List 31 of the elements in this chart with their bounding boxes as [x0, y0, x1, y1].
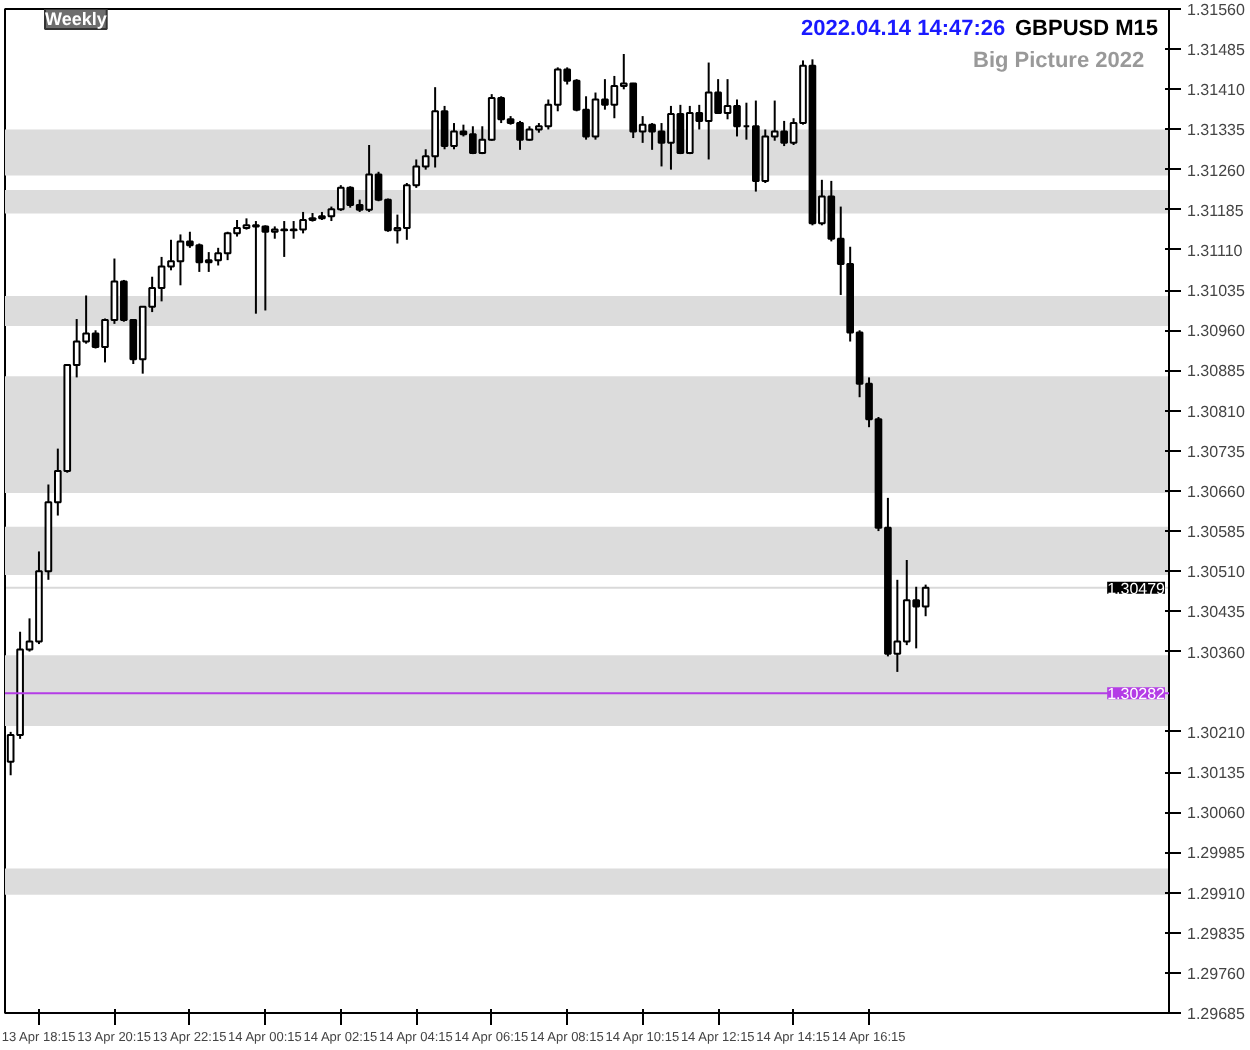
y-tick-label: 1.31110 — [1187, 241, 1244, 260]
ref-line-label: 1.30479 — [1107, 579, 1167, 598]
annotation: Big Picture 2022 — [973, 49, 1145, 73]
y-tick-label: 1.31410 — [1187, 81, 1246, 100]
y-tick-label: 1.31560 — [1187, 1, 1246, 19]
y-tick-label: 1.29835 — [1187, 924, 1246, 943]
ref-line-label: 1.30282 — [1107, 685, 1167, 704]
y-tick-label: 1.30435 — [1187, 603, 1246, 622]
y-tick-label: 1.30735 — [1187, 442, 1246, 461]
annotation: GBPUSD M15 — [1015, 17, 1159, 41]
y-tick-label: 1.30210 — [1187, 723, 1246, 742]
y-tick-label: 1.30135 — [1187, 764, 1246, 783]
y-tick-label: 1.30885 — [1187, 362, 1246, 381]
y-tick-label: 1.29760 — [1187, 964, 1246, 983]
y-tick-label: 1.30960 — [1187, 322, 1246, 341]
y-tick-label: 1.29685 — [1187, 1005, 1246, 1023]
y-tick-label: 1.30360 — [1187, 643, 1246, 662]
y-tick-label: 1.30060 — [1187, 804, 1246, 823]
y-tick-label: 1.31485 — [1187, 41, 1246, 60]
annotation: 2022.04.14 14:47:26 — [801, 17, 1006, 41]
y-tick-label: 1.30660 — [1187, 482, 1246, 501]
y-tick-label: 1.30510 — [1187, 563, 1246, 582]
y-tick-label: 1.31035 — [1187, 282, 1246, 301]
y-tick-label: 1.29985 — [1187, 844, 1246, 863]
y-tick-label: 1.30810 — [1187, 402, 1246, 421]
y-tick-label: 1.30585 — [1187, 523, 1246, 542]
y-tick-label: 1.31335 — [1187, 121, 1246, 140]
y-tick-label: 1.31185 — [1187, 201, 1245, 220]
annotation: Weekly — [45, 9, 107, 29]
y-tick-label: 1.29910 — [1187, 884, 1246, 903]
y-tick-label: 1.31260 — [1187, 161, 1246, 180]
